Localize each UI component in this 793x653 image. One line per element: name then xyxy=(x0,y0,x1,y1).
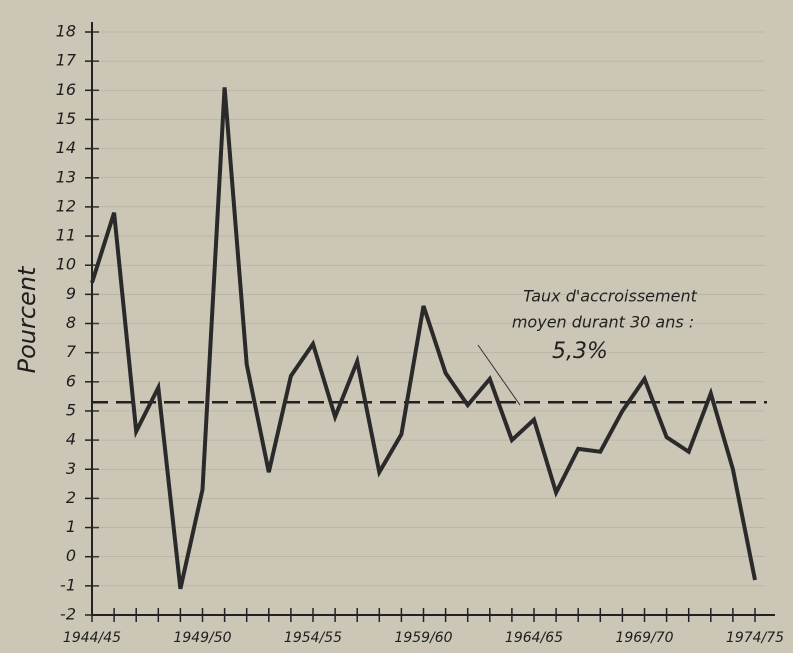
x-tick-label: 1954/55 xyxy=(284,630,342,646)
chart: Pourcent Taux d'accroissement moyen dura… xyxy=(0,0,793,653)
x-tick-label: 1949/50 xyxy=(173,630,231,646)
y-tick-label: 16 xyxy=(56,80,76,99)
y-tick-label: 12 xyxy=(56,196,76,215)
x-tick-label: 1944/45 xyxy=(63,630,121,646)
pointer xyxy=(478,345,520,405)
y-tick-label: 2 xyxy=(66,488,76,507)
data-line xyxy=(92,87,755,588)
x-tick-label: 1969/70 xyxy=(615,630,673,646)
y-tick-label: 5 xyxy=(66,400,76,419)
y-tick-label: 9 xyxy=(66,284,76,303)
x-tick-label: 1964/65 xyxy=(505,630,563,646)
annotation: moyen durant 30 ans : xyxy=(512,313,694,332)
y-tick-label: -2 xyxy=(60,605,76,624)
average-label: 5,3% xyxy=(552,339,608,364)
y-tick-label: 0 xyxy=(66,546,76,565)
y-tick-label: 4 xyxy=(66,430,76,449)
y-tick-label: -1 xyxy=(60,575,76,594)
annotation: Taux d'accroissement xyxy=(523,287,697,306)
y-tick-label: 14 xyxy=(56,138,76,157)
y-tick-label: 11 xyxy=(56,226,76,245)
x-tick-label: 1974/75 xyxy=(726,630,784,646)
y-tick-label: 8 xyxy=(66,313,76,332)
y-tick-label: 6 xyxy=(66,371,76,390)
x-tick-label: 1959/60 xyxy=(394,630,452,646)
page: {"chart_data": {"type": "line", "y_label… xyxy=(0,0,793,653)
y-tick-label: 1 xyxy=(66,517,76,536)
y-tick-label: 13 xyxy=(56,167,76,186)
y-tick-label: 7 xyxy=(66,342,77,361)
y-tick-label: 3 xyxy=(66,459,76,478)
y-tick-label: 15 xyxy=(56,109,76,128)
y-tick-label: 18 xyxy=(56,22,76,41)
y-tick-label: 17 xyxy=(56,51,77,70)
y-axis-label: Pourcent xyxy=(13,265,41,373)
y-tick-label: 10 xyxy=(56,255,76,274)
